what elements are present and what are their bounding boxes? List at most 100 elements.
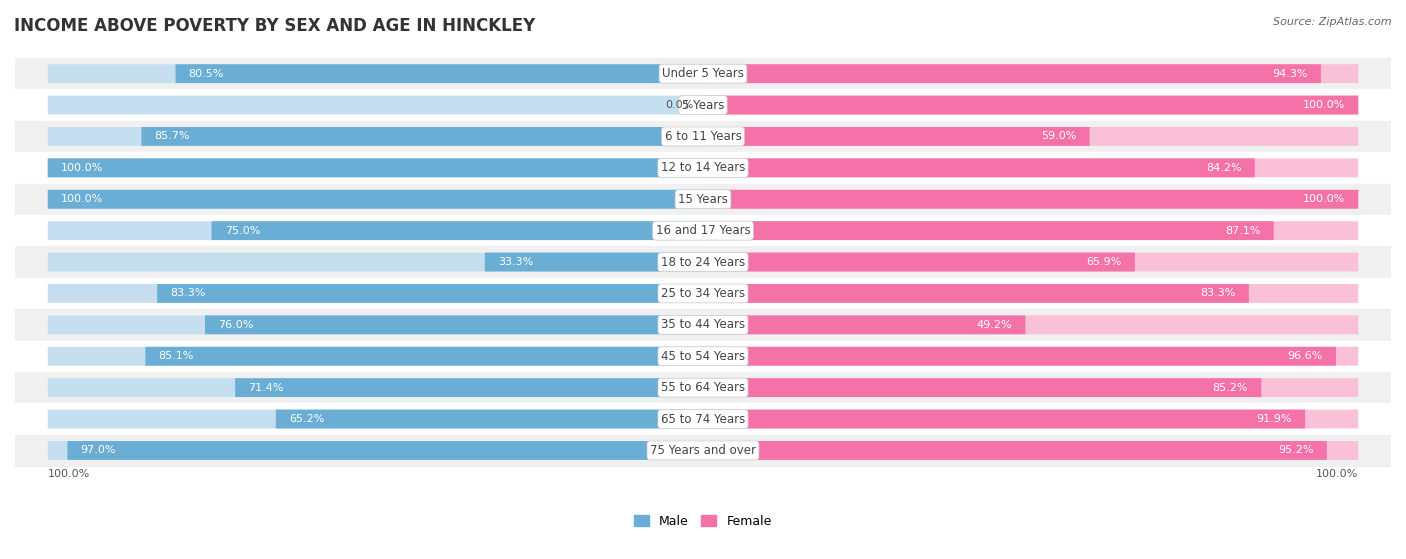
Text: 71.4%: 71.4% [249,382,284,392]
Text: 100.0%: 100.0% [1303,194,1346,204]
Text: 91.9%: 91.9% [1257,414,1292,424]
Text: 95.2%: 95.2% [1278,446,1313,456]
Text: 65 to 74 Years: 65 to 74 Years [661,413,745,425]
Text: 75.0%: 75.0% [225,226,260,236]
FancyBboxPatch shape [48,190,703,209]
Text: 83.3%: 83.3% [1201,288,1236,299]
Text: 33.3%: 33.3% [498,257,533,267]
Text: 100.0%: 100.0% [60,194,103,204]
Text: INCOME ABOVE POVERTY BY SEX AND AGE IN HINCKLEY: INCOME ABOVE POVERTY BY SEX AND AGE IN H… [14,17,536,35]
FancyBboxPatch shape [703,284,1358,303]
Text: 5 Years: 5 Years [682,98,724,112]
Text: 65.2%: 65.2% [288,414,325,424]
Text: 59.0%: 59.0% [1040,131,1077,141]
FancyBboxPatch shape [703,253,1358,272]
FancyBboxPatch shape [157,284,703,303]
FancyBboxPatch shape [48,158,703,177]
Text: 80.5%: 80.5% [188,69,224,79]
Text: 85.2%: 85.2% [1212,382,1249,392]
Text: 75 Years and over: 75 Years and over [650,444,756,457]
Bar [15,372,1391,404]
Text: 94.3%: 94.3% [1272,69,1308,79]
Bar [15,435,1391,466]
Bar [15,152,1391,183]
FancyBboxPatch shape [703,378,1261,397]
FancyBboxPatch shape [211,221,703,240]
FancyBboxPatch shape [48,158,703,177]
FancyBboxPatch shape [703,347,1336,366]
Bar [15,121,1391,152]
Text: 85.7%: 85.7% [155,131,190,141]
Text: 87.1%: 87.1% [1225,226,1261,236]
Text: 25 to 34 Years: 25 to 34 Years [661,287,745,300]
FancyBboxPatch shape [142,127,703,146]
Bar [15,404,1391,435]
FancyBboxPatch shape [48,284,703,303]
FancyBboxPatch shape [703,190,1358,209]
FancyBboxPatch shape [703,410,1305,428]
FancyBboxPatch shape [703,347,1358,366]
FancyBboxPatch shape [703,221,1274,240]
Text: Source: ZipAtlas.com: Source: ZipAtlas.com [1274,17,1392,27]
Bar [15,309,1391,340]
FancyBboxPatch shape [176,64,703,83]
Text: 55 to 64 Years: 55 to 64 Years [661,381,745,394]
Bar [15,89,1391,121]
FancyBboxPatch shape [703,410,1358,428]
Text: 100.0%: 100.0% [60,163,103,173]
FancyBboxPatch shape [48,96,703,115]
FancyBboxPatch shape [703,190,1358,209]
Bar [15,278,1391,309]
FancyBboxPatch shape [48,347,703,366]
Text: 96.6%: 96.6% [1288,351,1323,361]
Text: 97.0%: 97.0% [80,446,117,456]
FancyBboxPatch shape [276,410,703,428]
FancyBboxPatch shape [48,315,703,334]
FancyBboxPatch shape [703,315,1358,334]
Text: 83.3%: 83.3% [170,288,205,299]
Bar [15,247,1391,278]
FancyBboxPatch shape [485,253,703,272]
FancyBboxPatch shape [703,441,1358,460]
FancyBboxPatch shape [703,64,1358,83]
Text: 35 to 44 Years: 35 to 44 Years [661,318,745,331]
FancyBboxPatch shape [703,127,1090,146]
FancyBboxPatch shape [48,410,703,428]
Text: 12 to 14 Years: 12 to 14 Years [661,162,745,174]
Text: Under 5 Years: Under 5 Years [662,67,744,80]
Text: 45 to 54 Years: 45 to 54 Years [661,350,745,363]
Legend: Male, Female: Male, Female [634,515,772,528]
Text: 49.2%: 49.2% [977,320,1012,330]
FancyBboxPatch shape [703,378,1358,397]
Text: 84.2%: 84.2% [1206,163,1241,173]
FancyBboxPatch shape [703,96,1358,115]
Text: 0.0%: 0.0% [665,100,693,110]
FancyBboxPatch shape [48,378,703,397]
Text: 15 Years: 15 Years [678,193,728,206]
Text: 85.1%: 85.1% [159,351,194,361]
FancyBboxPatch shape [48,127,703,146]
FancyBboxPatch shape [703,221,1358,240]
FancyBboxPatch shape [48,441,703,460]
Text: 18 to 24 Years: 18 to 24 Years [661,255,745,268]
Text: 100.0%: 100.0% [1316,469,1358,479]
FancyBboxPatch shape [67,441,703,460]
Bar [15,215,1391,247]
FancyBboxPatch shape [703,64,1320,83]
Text: 65.9%: 65.9% [1087,257,1122,267]
FancyBboxPatch shape [703,96,1358,115]
FancyBboxPatch shape [703,315,1025,334]
Bar [15,58,1391,89]
FancyBboxPatch shape [145,347,703,366]
Text: 16 and 17 Years: 16 and 17 Years [655,224,751,237]
Text: 6 to 11 Years: 6 to 11 Years [665,130,741,143]
Bar [15,340,1391,372]
FancyBboxPatch shape [703,441,1327,460]
Text: 76.0%: 76.0% [218,320,253,330]
FancyBboxPatch shape [703,253,1135,272]
FancyBboxPatch shape [48,64,703,83]
FancyBboxPatch shape [235,378,703,397]
FancyBboxPatch shape [703,158,1254,177]
FancyBboxPatch shape [703,158,1358,177]
FancyBboxPatch shape [48,221,703,240]
